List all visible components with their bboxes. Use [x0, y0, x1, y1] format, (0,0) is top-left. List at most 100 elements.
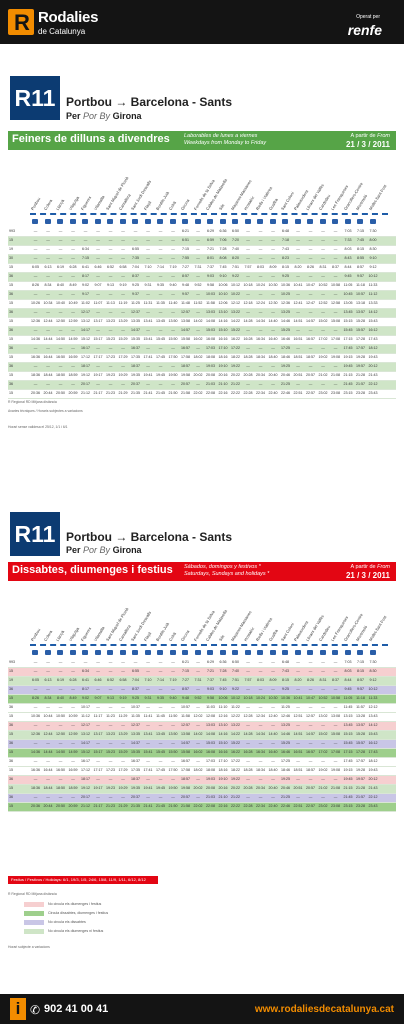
time-cell: 8:44 [344, 265, 352, 269]
time-cell: 16:40 [268, 337, 278, 341]
info-phone[interactable]: 902 41 00 41 [44, 1003, 109, 1015]
time-cell: 19:45 [343, 777, 353, 781]
time-cell: 8:03 [257, 265, 264, 269]
line-badge: R11 [10, 512, 60, 556]
time-cell: 21:57 [356, 795, 365, 799]
time-cell: — [58, 723, 63, 727]
time-cell: — [246, 382, 250, 386]
time-cell: 14:08 [206, 319, 215, 323]
legend-line: R Regional RD Mitjana distància [8, 892, 57, 896]
time-cell: — [71, 759, 75, 763]
time-cell: 12:12 [231, 301, 240, 305]
time-cell: 14:17 [81, 328, 90, 332]
time-cell: 14:57 [181, 328, 190, 332]
table-row: 15 14:36 14:44 14:50 14:59 15:12 15:17 15:23 15:… [8, 749, 396, 758]
time-cell: 6:21 [182, 660, 189, 664]
website-link[interactable]: www.rodaliesdecatalunya.cat [254, 1004, 394, 1015]
time-cell: 12:16 [218, 714, 228, 718]
time-cell: 13:45 [156, 732, 165, 736]
time-cell: 21:02 [318, 373, 328, 377]
table-row: 36— — — —14:17— — —14:37— — —14:57—15:03 15:10 15… [8, 740, 396, 749]
time-cell: 15:45 [343, 741, 353, 745]
time-cell: 15:23 [106, 750, 115, 754]
time-cell: 7:10 [144, 265, 152, 269]
time-cell: 23:15 [343, 804, 353, 808]
station-headers: Portbou Colera Llançà Vilajuïga Figueres Vila… [8, 586, 396, 648]
time-cell: 21:12 [81, 391, 90, 395]
time-cell: 7:15 [182, 247, 189, 251]
time-cell: — [296, 229, 300, 233]
time-cell: — [171, 256, 175, 260]
train-code: 993 [9, 660, 15, 664]
train-code: 19 [9, 678, 13, 682]
table-row: 15 8:26 8:34 8:40 8:49 9:02 9:07 9:13 9:19 9:25 9:… [8, 282, 396, 291]
time-cell: 21:58 [181, 391, 190, 395]
time-cell: — [333, 247, 338, 251]
time-cell: 8:37 [132, 274, 139, 278]
time-cell: — [58, 310, 63, 314]
time-cell: 14:17 [81, 741, 90, 745]
time-cell: 19:12 [81, 786, 90, 790]
time-cell: 17:43 [368, 750, 378, 754]
time-cell: 19:29 [118, 373, 128, 377]
time-cell: — [33, 229, 38, 233]
time-cell: 11:35 [156, 301, 165, 305]
time-cell: — [171, 229, 175, 233]
time-cell: — [333, 660, 338, 664]
time-cell: — [71, 777, 75, 781]
time-cell: 15:57 [356, 741, 365, 745]
time-cell: — [71, 256, 75, 260]
time-cell: 17:08 [331, 337, 340, 341]
time-cell: 7:40 [232, 247, 239, 251]
time-cell: 6:19 [57, 265, 64, 269]
time-cell: — [171, 705, 175, 709]
time-cell: 12:18 [243, 301, 253, 305]
time-cell: — [33, 238, 38, 242]
time-cell: — [146, 741, 150, 745]
time-cell: — [96, 328, 100, 332]
time-cell: — [96, 705, 100, 709]
time-cell: 6:50 [232, 660, 239, 664]
footnote: Horari subjecte a variacions [8, 945, 50, 949]
time-cell: — [158, 328, 163, 332]
time-cell: 6:48 [282, 229, 289, 233]
time-cell: — [258, 346, 263, 350]
time-cell: 12:51 [293, 714, 303, 718]
time-cell: 7:14 [157, 265, 164, 269]
train-icon [130, 649, 141, 656]
time-cell: 12:57 [306, 714, 315, 718]
time-cell: 17:29 [118, 768, 128, 772]
time-cell: 17:25 [281, 759, 290, 763]
time-cell: 15:43 [368, 732, 378, 736]
time-cell: 9:17 [82, 292, 89, 296]
time-cell: 12:58 [331, 301, 340, 305]
time-cell: — [108, 346, 113, 350]
time-cell: 6:05 [32, 265, 39, 269]
time-cell: 8:20 [294, 265, 302, 269]
service-day-band: Feiners de dilluns a divendres Laborable… [8, 131, 396, 150]
time-cell: 18:50 [56, 373, 65, 377]
train-icon [68, 649, 79, 656]
time-cell: — [58, 687, 63, 691]
time-cell: 6:55 [132, 669, 139, 673]
time-cell: 9:35 [157, 696, 164, 700]
time-cell: 12:08 [206, 714, 215, 718]
table-row: 36— — — —16:17— — —16:37— — —16:57—17:03 17:10 17… [8, 345, 396, 354]
train-code: 15 [9, 319, 13, 323]
train-icon [368, 649, 379, 656]
time-cell: 18:51 [293, 768, 303, 772]
service-days-translation: Laborables de lunes a viernes Weekdays f… [184, 133, 267, 146]
time-cell: — [96, 292, 100, 296]
time-cell: 18:22 [231, 768, 240, 772]
train-icon [230, 649, 241, 656]
time-cell: 15:35 [131, 337, 140, 341]
note-line: R Regional RD Mitjana distància [8, 400, 57, 404]
time-cell: 16:46 [281, 337, 290, 341]
valid-from-date: 21 / 3 / 2011 [345, 571, 390, 580]
time-cell: — [108, 310, 113, 314]
time-cell: 15:29 [118, 337, 128, 341]
time-cell: 16:28 [243, 337, 253, 341]
time-cell: 20:02 [193, 786, 203, 790]
time-cell: 17:50 [168, 768, 178, 772]
table-row: 15 16:36 16:44 16:50 16:59 17:12 17:17 17:23 17:… [8, 767, 396, 776]
